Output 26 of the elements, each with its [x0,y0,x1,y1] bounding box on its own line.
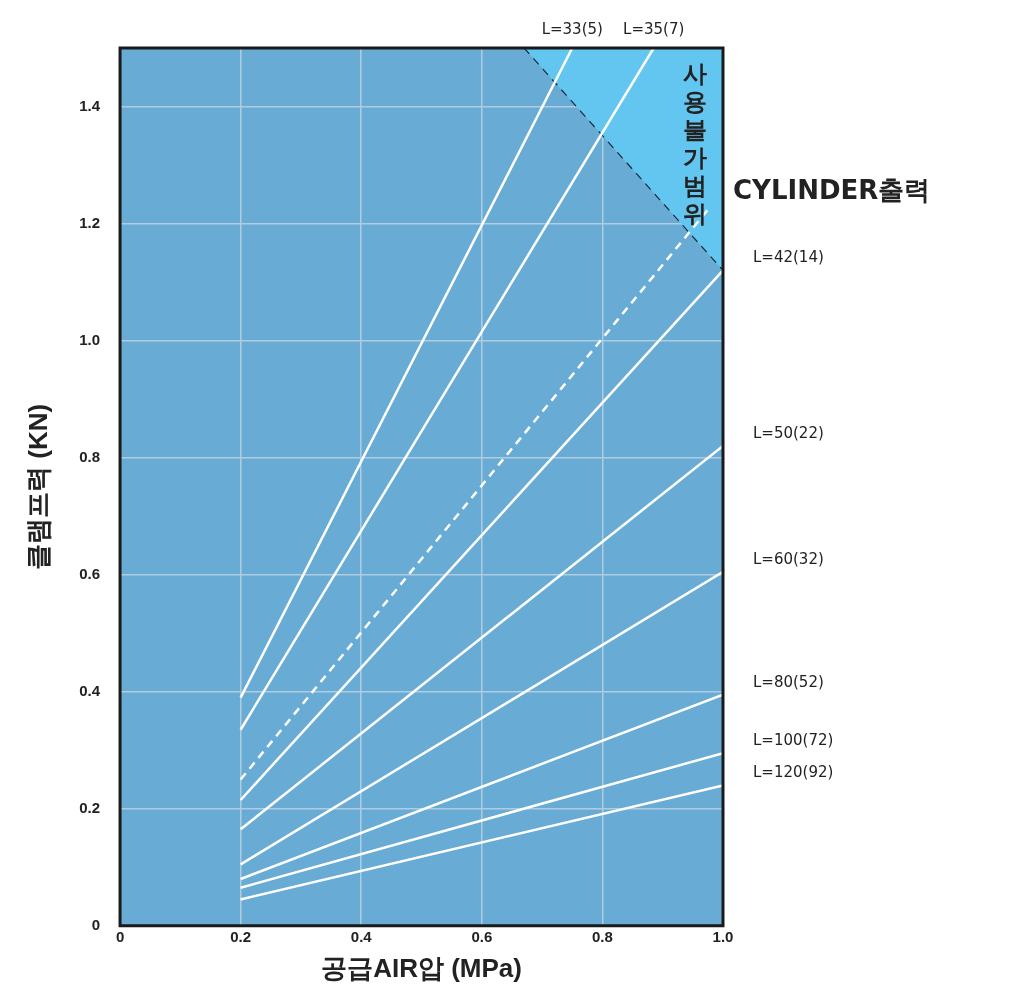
text: L=120(92) [753,763,834,782]
x-tick-label: 0.8 [591,927,613,945]
text: L=100(72) [753,731,834,750]
y-tick-label: 0.8 [79,447,101,465]
y-tick-label: 0.2 [79,798,101,816]
y-tick-label: 0.4 [79,681,101,699]
x-tick-label: 0.4 [350,927,373,945]
x-tick-label: 1.0 [712,927,734,945]
text: L=42(14) [753,248,824,267]
text: L=60(32) [753,549,824,568]
y-tick-label: 0.6 [79,564,101,582]
series-label: 사용불가범위 [683,60,707,229]
text: L=80(52) [753,672,824,691]
y-tick-label: 1.0 [79,330,101,348]
y-axis-title: 클램프력 (KN) [22,403,53,570]
y-tick-label: 1.2 [79,213,101,231]
series-label: L=33(5) [541,19,603,38]
series-label: L=35(7) [623,19,685,38]
x-tick-label: 0 [115,927,125,945]
x-tick-label: 0.2 [230,927,252,945]
x-axis-title: 공급AIR압 (MPa) [321,952,522,983]
x-tick-label: 0.6 [471,927,493,945]
series-label: CYLINDER출력 [733,174,931,205]
y-tick-label: 1.4 [79,96,101,114]
text: L=50(22) [753,423,824,442]
y-tick-label: 0 [91,915,101,933]
